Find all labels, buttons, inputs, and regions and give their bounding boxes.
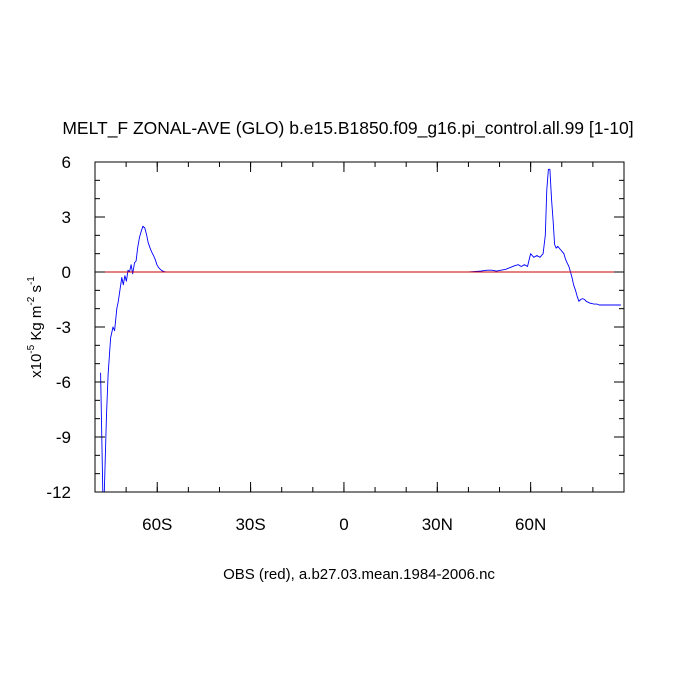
x-tick-label: 0 <box>339 515 348 534</box>
plot-area: 60S 30S 0 30N 60N 6 3 0 -3 -6 -9 -12 <box>46 153 625 534</box>
plot-frame <box>94 161 625 493</box>
y-tick-label: -3 <box>56 318 71 337</box>
y-tick-label: 0 <box>62 263 71 282</box>
y-axis-label: x10-5 Kg m-2 s-1 <box>26 276 45 378</box>
series-layer <box>95 168 624 492</box>
y-label-mid2: s <box>28 285 45 297</box>
x-tick-label: 30S <box>235 515 265 534</box>
x-tick-label: 60N <box>515 515 546 534</box>
tick-layer: 60S 30S 0 30N 60N 6 3 0 -3 -6 -9 -12 <box>46 153 625 534</box>
chart-title: MELT_F ZONAL-AVE (GLO) b.e15.B1850.f09_g… <box>62 118 633 139</box>
y-label-exp2: -2 <box>26 296 37 305</box>
y-label-mid1: Kg m <box>28 306 45 345</box>
y-tick-label: -6 <box>56 373 71 392</box>
y-tick-label: -9 <box>56 428 71 447</box>
x-axis-label: OBS (red), a.b27.03.mean.1984-2006.nc <box>223 566 495 583</box>
y-tick-label: -12 <box>46 483 71 502</box>
y-label-prefix: x10 <box>28 354 45 378</box>
x-tick-label: 30N <box>422 515 453 534</box>
y-tick-label: 3 <box>62 208 71 227</box>
y-tick-label: 6 <box>62 153 71 172</box>
x-tick-label: 60S <box>142 515 172 534</box>
y-label-exp1: -5 <box>26 344 37 353</box>
y-label-exp3: -1 <box>26 276 37 285</box>
series-line-1 <box>100 168 621 492</box>
